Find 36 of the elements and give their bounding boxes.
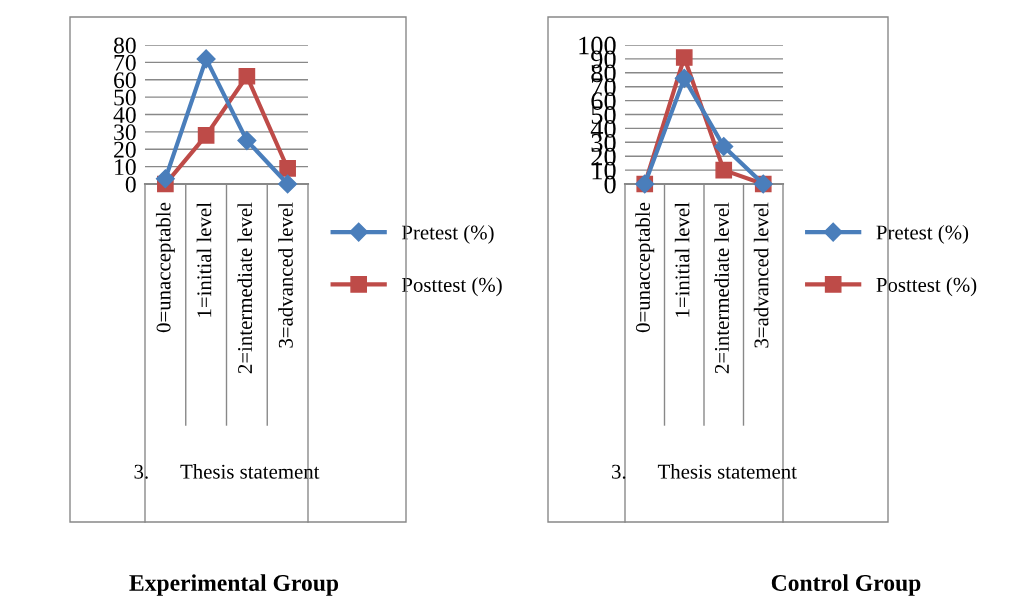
point xyxy=(279,160,296,177)
legend-label: Posttest (%) xyxy=(876,277,977,297)
x-tick-label: 1=initial level xyxy=(196,202,212,317)
point xyxy=(197,127,215,144)
y-tick-label: 10 xyxy=(115,159,136,176)
point xyxy=(237,131,257,151)
point xyxy=(715,161,733,179)
legend-label: Posttest (%) xyxy=(401,277,502,297)
y-tick-label: 80 xyxy=(113,37,136,54)
y-tick-label: 0 xyxy=(125,176,136,193)
point xyxy=(675,49,693,66)
text: Control Group xyxy=(771,574,921,596)
y-tick-label: 60 xyxy=(114,72,136,89)
x-axis-title: 3. Thesis statement xyxy=(134,464,320,479)
x-tick-label: 2=intermediate level xyxy=(237,202,253,374)
legend-label: Pretest (%) xyxy=(876,224,969,244)
y-tick-label: 50 xyxy=(114,89,136,106)
text: Experimental Group xyxy=(129,574,339,596)
point xyxy=(278,174,298,194)
point xyxy=(238,67,256,85)
y-tick-label: 20 xyxy=(114,141,136,158)
x-tick-label: 1=initial level xyxy=(674,202,690,317)
y-tick-label: 70 xyxy=(114,54,136,71)
x-tick-label: 0=unacceptable xyxy=(155,202,175,333)
x-tick-label: 0=unacceptable xyxy=(635,202,655,333)
x-tick-label: 2=intermediate level xyxy=(714,202,729,374)
legend-label: Pretest (%) xyxy=(401,224,494,244)
point xyxy=(196,49,216,69)
point xyxy=(155,169,175,189)
y-tick-label: 30 xyxy=(114,124,136,141)
x-tick-label: 3=advanced level xyxy=(753,202,769,348)
point xyxy=(714,136,734,157)
y-tick-label: 40 xyxy=(113,106,136,123)
x-tick-label: 3=advanced level xyxy=(278,202,293,348)
point xyxy=(674,68,694,88)
x-axis-title: 3. Thesis statement xyxy=(612,464,797,479)
